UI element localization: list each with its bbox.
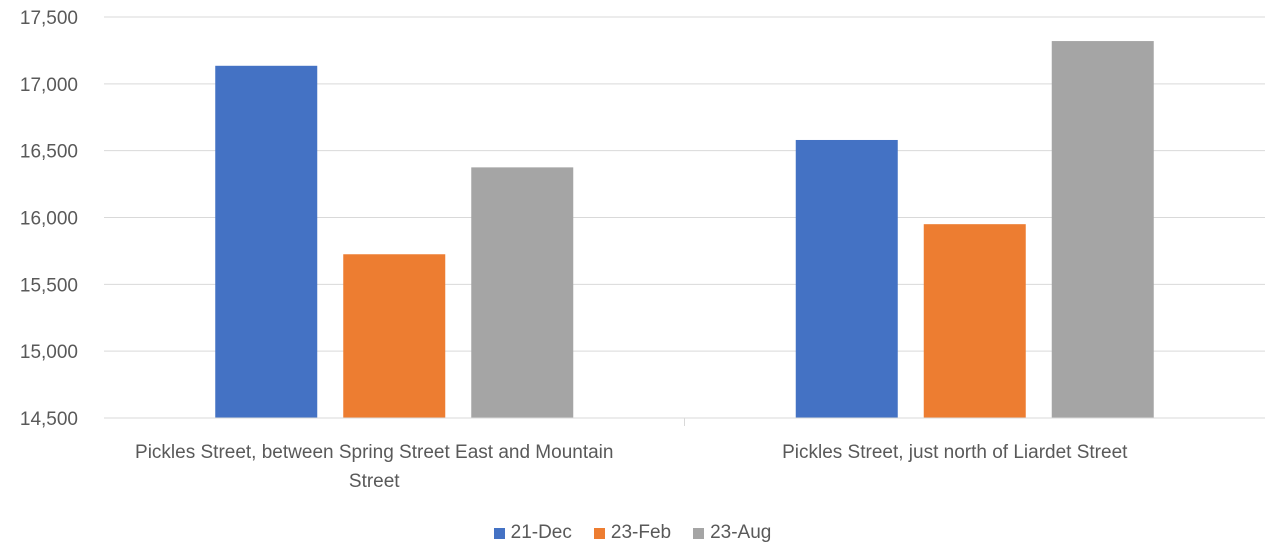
bar-chart: 14,500 15,000 15,500 16,000 16,500 17,000 17,5…	[20, 8, 1265, 492]
bar-23-feb-cat-2	[923, 224, 1026, 418]
y-tick-label: 17,000	[20, 75, 78, 96]
legend-item: 23-Feb	[593, 522, 672, 544]
bar-23-feb-cat-1	[343, 254, 446, 418]
legend-item: 21-Dec	[493, 522, 572, 544]
y-tick-label: 17,500	[20, 8, 78, 29]
legend-label: 23-Aug	[710, 522, 772, 543]
y-tick-label: 14,500	[20, 409, 78, 430]
legend-label: 23-Feb	[610, 522, 672, 543]
bar-23-aug-cat-1	[471, 167, 574, 418]
x-axis-labels: Pickles Street, between Spring Street Ea…	[135, 442, 1128, 492]
bar-21-dec-cat-2	[795, 139, 898, 418]
bar-21-dec-cat-1	[215, 65, 318, 418]
legend-swatch	[493, 527, 505, 539]
y-tick-label: 16,500	[20, 142, 78, 163]
y-tick-label: 15,500	[20, 275, 78, 296]
legend-label: 21-Dec	[510, 522, 572, 543]
legend-swatch	[693, 527, 705, 539]
legend: 21-Dec 23-Feb 23-Aug	[0, 522, 1265, 544]
x-category-label: Pickles Street, between Spring Street Ea…	[135, 442, 613, 492]
bar-23-aug-cat-2	[1051, 41, 1154, 419]
y-tick-label: 16,000	[20, 209, 78, 230]
x-category-label: Pickles Street, just north of Liardet St…	[782, 442, 1128, 463]
y-axis-ticks: 14,500 15,000 15,500 16,000 16,500 17,000 17,5…	[20, 8, 78, 430]
y-tick-label: 15,000	[20, 342, 78, 363]
legend-item: 23-Aug	[693, 522, 771, 544]
bars	[215, 41, 1154, 419]
legend-swatch	[593, 527, 605, 539]
